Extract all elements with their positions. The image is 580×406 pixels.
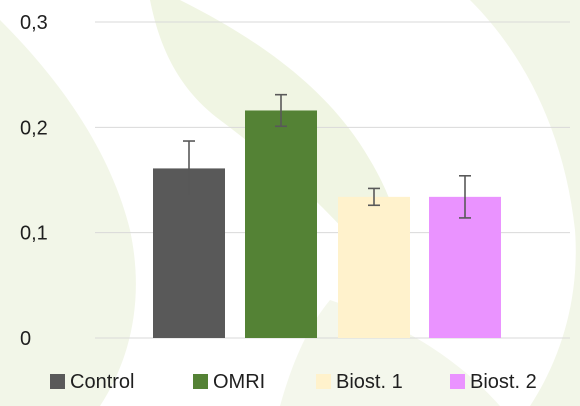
legend-label: Biost. 2 [470, 371, 537, 393]
legend-label: OMRI [213, 371, 265, 393]
bar-biost-1 [338, 196, 410, 338]
legend-label: Control [70, 371, 134, 393]
watermark-shape-right [470, 0, 580, 406]
legend-swatch [316, 374, 331, 389]
legend-item-biost-2: Biost. 2 [450, 371, 537, 393]
error-bar-biost-2 [459, 174, 471, 219]
y-tick-label: 0,3 [20, 12, 48, 34]
y-tick-label: 0,2 [20, 117, 48, 139]
legend-swatch [50, 374, 65, 389]
error-bar-omri [275, 93, 287, 128]
legend-label: Biost. 1 [336, 371, 403, 393]
y-tick-label: 0 [20, 328, 31, 350]
bar-biost-2 [429, 196, 501, 338]
legend-swatch [193, 374, 208, 389]
error-bar-biost-1 [368, 187, 380, 207]
watermark-shape-left [0, 20, 136, 406]
y-tick-label: 0,1 [20, 223, 48, 245]
error-bar-control [183, 140, 195, 197]
bar-omri [245, 110, 317, 338]
legend-item-omri: OMRI [193, 371, 265, 393]
legend-item-biost-1: Biost. 1 [316, 371, 403, 393]
legend-swatch [450, 374, 465, 389]
bar-control [153, 168, 225, 338]
watermark-shape-bottom [280, 300, 500, 406]
legend-item-control: Control [50, 371, 134, 393]
